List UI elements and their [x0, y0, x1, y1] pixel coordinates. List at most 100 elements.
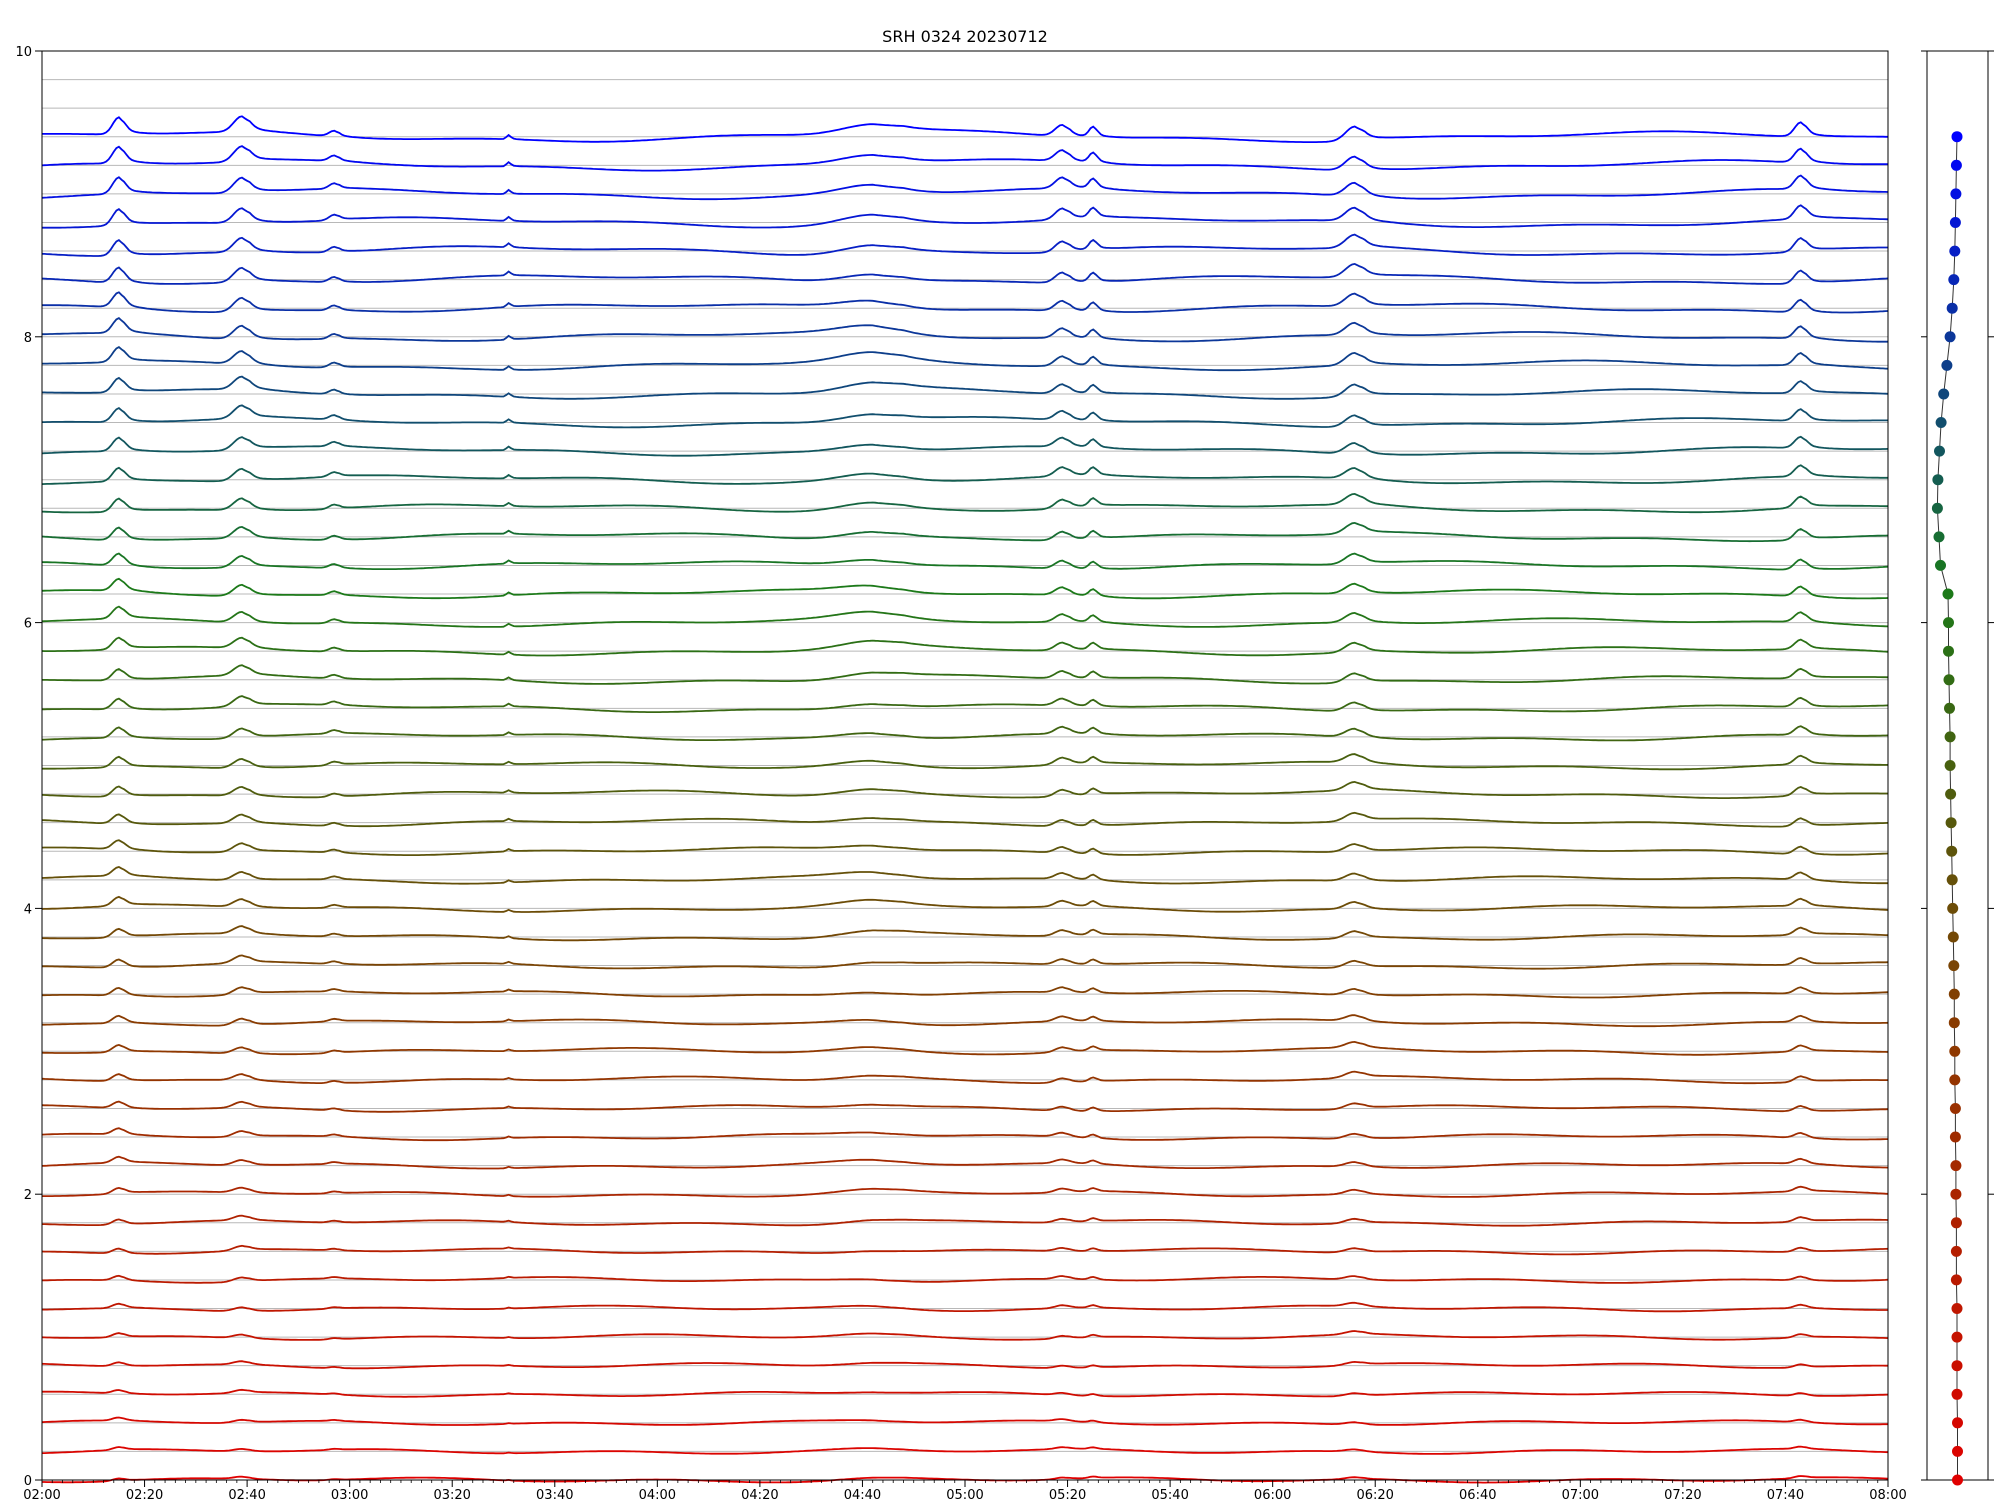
channel-trace: [41, 1330, 1889, 1341]
channel-trace: [41, 636, 1889, 657]
channel-trace: [41, 552, 1889, 571]
side-point: [1950, 1217, 1962, 1229]
side-point: [1951, 1388, 1963, 1400]
y-tick-label: 8: [24, 331, 32, 346]
side-point: [1948, 274, 1960, 286]
x-tick-label: 06:00: [1254, 1488, 1291, 1500]
channel-trace: [41, 577, 1889, 600]
x-tick-label: 02:20: [126, 1488, 163, 1500]
side-point: [1945, 817, 1957, 829]
side-point: [1946, 845, 1958, 857]
channel-trace: [41, 1360, 1888, 1370]
side-point: [1944, 331, 1956, 343]
channel-trace: [41, 866, 1888, 885]
side-point: [1950, 188, 1962, 200]
channel-trace: [41, 262, 1889, 285]
x-tick-label: 04:20: [741, 1488, 778, 1500]
x-tick-label: 02:00: [23, 1488, 60, 1500]
x-tick-label: 05:00: [946, 1488, 983, 1500]
side-point: [1948, 988, 1960, 1000]
channel-trace: [42, 1445, 1889, 1455]
channel-trace: [41, 1416, 1888, 1426]
side-point: [1947, 902, 1959, 914]
side-point: [1938, 388, 1950, 400]
channel-trace: [41, 1274, 1889, 1284]
side-point: [1951, 131, 1963, 143]
channel-trace: [41, 725, 1889, 742]
side-point: [1949, 217, 1961, 228]
side-point: [1951, 1331, 1963, 1343]
side-point: [1948, 960, 1960, 972]
reference-lines: [42, 79, 1888, 1481]
x-tick-label: 06:40: [1459, 1488, 1496, 1500]
side-point: [1949, 1103, 1961, 1114]
side-point: [1943, 674, 1955, 686]
channel-trace: [42, 695, 1889, 713]
side-point: [1944, 731, 1956, 743]
x-tick-label: 03:00: [331, 1488, 368, 1500]
side-point: [1950, 1274, 1962, 1286]
side-point: [1935, 559, 1946, 571]
side-point: [1949, 1074, 1961, 1086]
x-axis-ticks: 02:00 02:20 02:40 03:00 03:20 03:40 04:00 04:20…: [23, 1480, 1907, 1500]
side-point: [1950, 1245, 1962, 1257]
side-point: [1951, 1360, 1963, 1372]
x-tick-label: 07:40: [1767, 1488, 1804, 1500]
y-tick-label: 2: [24, 1188, 32, 1203]
channel-trace: [41, 174, 1889, 201]
side-point: [1947, 931, 1959, 943]
channel-trace: [42, 346, 1889, 372]
x-tick-label: 03:20: [433, 1488, 470, 1500]
x-tick-label: 04:40: [844, 1488, 881, 1500]
side-point: [1949, 1131, 1961, 1143]
channel-trace: [42, 753, 1888, 771]
channel-trace: [41, 1100, 1889, 1113]
x-tick-label: 04:00: [639, 1488, 676, 1500]
channel-trace: [41, 233, 1888, 257]
side-point: [1950, 1160, 1962, 1172]
side-point: [1933, 531, 1945, 543]
side-point: [1934, 445, 1945, 457]
side-point: [1945, 788, 1957, 800]
side-point: [1950, 1188, 1962, 1200]
x-tick-label: 06:20: [1356, 1488, 1393, 1500]
channel-trace: [42, 115, 1888, 143]
channel-trace: [42, 1214, 1889, 1227]
channel-trace: [41, 1127, 1888, 1142]
x-tick-label: 03:40: [536, 1488, 573, 1500]
side-point: [1944, 702, 1955, 714]
side-scatter-points: [1931, 131, 1963, 1486]
channel-trace: [41, 1244, 1889, 1256]
channel-trace: [42, 986, 1889, 999]
x-tick-label: 08:00: [1869, 1488, 1906, 1500]
side-point: [1949, 245, 1961, 257]
side-point: [1949, 1045, 1961, 1057]
channel-trace: [42, 1301, 1888, 1313]
channel-trace: [41, 605, 1889, 628]
channel-trace: [42, 317, 1888, 343]
channel-trace: [42, 664, 1889, 685]
channel-trace: [42, 375, 1889, 400]
side-point: [1950, 159, 1962, 171]
side-point: [1952, 1445, 1963, 1457]
channel-traces: [41, 115, 1889, 1484]
x-tick-label: 07:00: [1562, 1488, 1599, 1500]
channel-trace: [41, 895, 1889, 913]
channel-trace: [41, 492, 1888, 514]
y-tick-label: 4: [24, 902, 32, 917]
side-point: [1941, 359, 1953, 371]
y-tick-label: 0: [24, 1474, 32, 1489]
side-point: [1946, 302, 1958, 314]
side-point: [1935, 417, 1947, 428]
side-point: [1952, 1417, 1963, 1429]
x-tick-label: 05:40: [1151, 1488, 1188, 1500]
side-point: [1931, 502, 1943, 514]
channel-trace: [41, 521, 1889, 543]
x-tick-label: 05:20: [1049, 1488, 1086, 1500]
channel-trace: [41, 839, 1889, 856]
channel-trace: [41, 780, 1888, 799]
channel-trace: [41, 435, 1889, 457]
channel-trace: [41, 925, 1889, 942]
channel-trace: [41, 1040, 1889, 1056]
x-tick-label: 07:20: [1664, 1488, 1701, 1500]
